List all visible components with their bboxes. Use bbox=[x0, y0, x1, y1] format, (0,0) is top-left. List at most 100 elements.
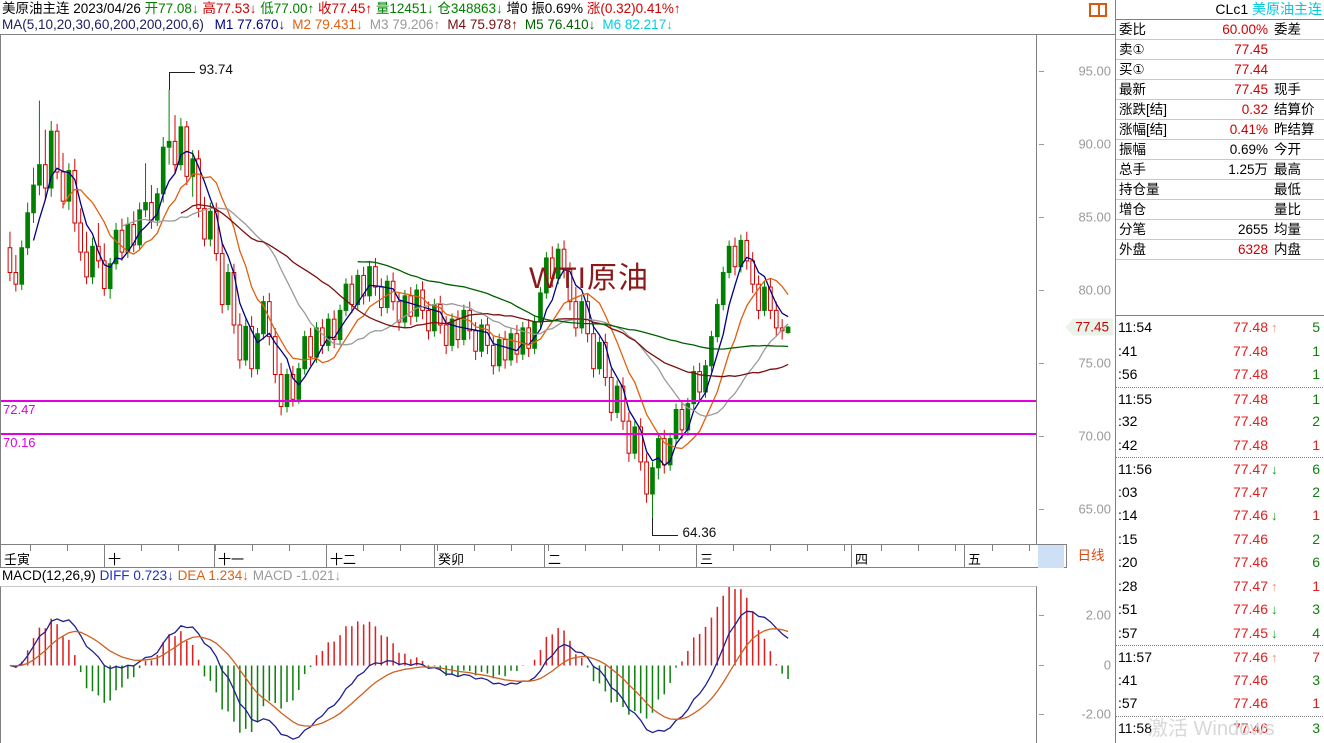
tick-time: :51 bbox=[1118, 601, 1138, 617]
tick-row[interactable]: 11:57 77.46 ↑ 7 bbox=[1116, 645, 1324, 669]
time-tick bbox=[881, 545, 882, 551]
quote-sidebar: CLc1 美原油主连 委比 60.00% 委差 卖① 77.45 买① 77.44 最新 77.… bbox=[1115, 0, 1324, 743]
tick-row[interactable]: :28 77.47 ↑ 1 bbox=[1116, 575, 1324, 599]
time-axis[interactable]: 壬寅 十 十一 十二 癸卯 二 三 四 五 bbox=[0, 544, 1115, 568]
tick-row[interactable]: :41 77.46 3 bbox=[1116, 669, 1324, 693]
tick-price: 77.46 bbox=[1232, 507, 1268, 523]
price-tick-mark bbox=[1039, 71, 1044, 73]
quote-value: 0.69% bbox=[1229, 142, 1268, 157]
time-tick bbox=[178, 545, 179, 551]
time-tick bbox=[659, 545, 660, 551]
tick-row[interactable]: 11:54 77.48 ↑ 5 bbox=[1116, 316, 1324, 340]
period-highlight[interactable] bbox=[1038, 545, 1064, 568]
tick-list[interactable]: 11:54 77.48 ↑ 5:41 77.48 1:56 77.48 1 11:55 77.48… bbox=[1116, 315, 1324, 743]
time-tick bbox=[437, 545, 438, 551]
tick-time: :42 bbox=[1118, 436, 1138, 453]
period-button[interactable]: 日线 bbox=[1066, 544, 1115, 568]
header-close-label: 收 bbox=[318, 1, 332, 16]
tick-volume: 5 bbox=[1312, 319, 1320, 335]
header-oichange-label: 增 bbox=[506, 1, 521, 16]
tick-row[interactable]: :57 77.45 ↓ 4 bbox=[1116, 622, 1324, 646]
price-axis[interactable]: 95.00 90.00 85.00 80.00 75.00 70.00 65.00 77.45 bbox=[1037, 35, 1115, 545]
tick-row[interactable]: :51 77.46 ↓ 3 bbox=[1116, 598, 1324, 622]
header-volume-arrow: ↓ bbox=[426, 1, 434, 16]
quote-value: 77.45 bbox=[1234, 42, 1268, 57]
quote-label: 振幅 bbox=[1119, 142, 1146, 157]
symbol-code: CLc1 bbox=[1215, 1, 1249, 17]
quote-value: 6328 bbox=[1237, 242, 1268, 257]
price-tick-mark bbox=[1039, 290, 1044, 291]
quote-row: 委比 60.00% 委差 bbox=[1116, 20, 1324, 40]
tick-row[interactable]: :49 77.45 1 bbox=[1116, 739, 1324, 743]
time-tick bbox=[67, 545, 68, 551]
tick-row[interactable]: 11:58 77.46 3 bbox=[1116, 715, 1324, 740]
tick-row[interactable]: :14 77.46 ↓ 1 bbox=[1116, 504, 1324, 528]
tick-row[interactable]: :56 77.48 1 bbox=[1116, 363, 1324, 387]
tick-price: 77.46 bbox=[1232, 530, 1268, 547]
tick-row[interactable]: :03 77.47 2 bbox=[1116, 481, 1324, 505]
tick-volume: 4 bbox=[1312, 624, 1320, 641]
tick-row[interactable]: :57 77.46 1 bbox=[1116, 692, 1324, 716]
time-tick bbox=[400, 545, 401, 551]
header-openinterest-label: 仓 bbox=[437, 1, 451, 16]
header-amplitude-value: 0.69% bbox=[544, 1, 584, 16]
tick-row[interactable]: :20 77.46 6 bbox=[1116, 551, 1324, 575]
time-tick bbox=[215, 545, 216, 551]
chart-column: 美原油主连 2023/04/26 开77.08↓ 高77.53↓ 低77.00↑… bbox=[0, 0, 1115, 743]
time-tick bbox=[289, 545, 290, 551]
tick-time: :28 bbox=[1118, 577, 1138, 594]
macd-hist-arrow: ↓ bbox=[334, 568, 342, 583]
tick-time: 11:55 bbox=[1118, 390, 1152, 407]
ma-legend-item-m6: M6 82.217↓ bbox=[602, 17, 673, 32]
macd-plot[interactable] bbox=[0, 586, 1037, 743]
macd-header: MACD(12,26,9) DIFF 0.723↓ DEA 1.234↓ MAC… bbox=[2, 568, 341, 586]
time-tick bbox=[104, 545, 105, 551]
support-line[interactable] bbox=[1, 399, 1036, 402]
tick-volume: 2 bbox=[1312, 530, 1320, 547]
price-tick-label: 65.00 bbox=[1078, 501, 1111, 517]
price-tick-mark bbox=[1039, 362, 1044, 364]
time-tick bbox=[252, 545, 253, 551]
time-axis-separator bbox=[214, 545, 215, 568]
macd-tick-label: 2.00 bbox=[1085, 607, 1111, 623]
tick-volume: 1 bbox=[1312, 342, 1320, 359]
tick-row[interactable]: 11:56 77.47 ↓ 6 bbox=[1116, 457, 1324, 481]
tick-direction-icon: ↑ bbox=[1271, 578, 1278, 594]
annotation-label: 93.74 bbox=[199, 61, 233, 77]
tick-row[interactable]: :42 77.48 1 bbox=[1116, 434, 1324, 458]
macd-hist-label: MACD bbox=[252, 568, 293, 583]
window-restore-icon[interactable] bbox=[1089, 3, 1107, 17]
support-line[interactable] bbox=[1, 433, 1036, 436]
tick-row[interactable]: 11:55 77.48 1 bbox=[1116, 386, 1324, 411]
tick-price: 77.47 bbox=[1232, 461, 1268, 477]
quote-value: 77.45 bbox=[1234, 82, 1268, 97]
chart-header: 美原油主连 2023/04/26 开77.08↓ 高77.53↓ 低77.00↑… bbox=[0, 0, 1115, 34]
header-open-arrow: ↓ bbox=[191, 1, 199, 16]
quote-value: 1.25万 bbox=[1228, 162, 1268, 177]
last-price-tag: 77.45 bbox=[1065, 318, 1113, 336]
quote-label-secondary: 委差 bbox=[1274, 22, 1301, 37]
annotation-leg bbox=[652, 517, 654, 536]
quote-row: 卖① 77.45 bbox=[1116, 40, 1324, 60]
annotation-label: 64.36 bbox=[682, 524, 717, 540]
tick-row[interactable]: :41 77.48 1 bbox=[1116, 340, 1324, 364]
tick-row[interactable]: :32 77.48 2 bbox=[1116, 410, 1324, 434]
tick-time: :41 bbox=[1118, 671, 1138, 688]
time-tick bbox=[807, 545, 808, 551]
tick-price: 77.45 bbox=[1232, 624, 1268, 641]
macd-tick-label: 0 bbox=[1103, 657, 1111, 672]
tick-direction-icon: ↑ bbox=[1271, 320, 1278, 335]
price-tick-label: 85.00 bbox=[1078, 209, 1111, 225]
time-axis-separator bbox=[696, 545, 697, 568]
tick-price: 77.45 bbox=[1168, 739, 1268, 743]
header-open-value: 77.08 bbox=[158, 1, 192, 16]
tick-price: 77.48 bbox=[1232, 319, 1268, 335]
time-axis-separator bbox=[104, 545, 105, 568]
tick-volume: 3 bbox=[1312, 601, 1320, 617]
macd-tick-mark bbox=[1039, 664, 1044, 666]
quote-summary-line: 美原油主连 2023/04/26 开77.08↓ 高77.53↓ 低77.00↑… bbox=[2, 1, 1115, 17]
time-axis-separator bbox=[964, 545, 965, 568]
tick-volume: 7 bbox=[1312, 649, 1320, 665]
tick-row[interactable]: :15 77.46 2 bbox=[1116, 528, 1324, 552]
candlestick-plot[interactable]: 72.47 70.16 93.74 64.36 WTI原油 bbox=[0, 35, 1037, 545]
